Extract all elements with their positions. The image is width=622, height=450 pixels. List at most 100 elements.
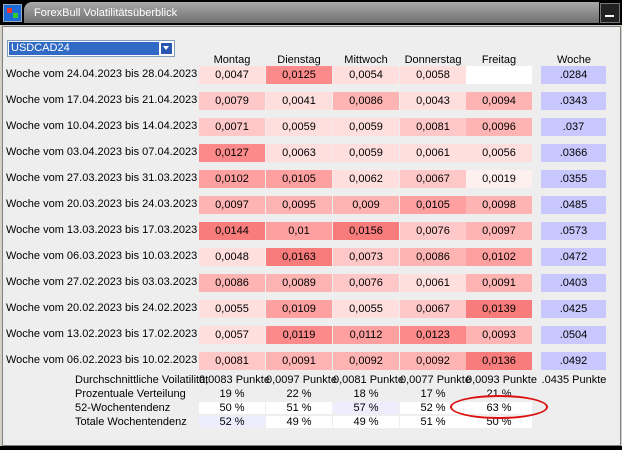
volatility-cell: 0,0057 — [199, 326, 265, 344]
minimize-button[interactable] — [600, 3, 620, 23]
week-total-cell: .037 — [541, 118, 606, 136]
week-total-cell: .0485 — [541, 196, 606, 214]
volatility-cell: 0,0067 — [400, 300, 466, 318]
symbol-dropdown[interactable]: USDCAD24 — [7, 40, 175, 57]
volatility-cell: 0,0041 — [266, 92, 332, 110]
week-row-label: Woche vom 03.04.2023 bis 07.04.2023 — [6, 146, 198, 158]
trend-52-weeks-value: 52 % — [400, 402, 466, 414]
week-total-cell: .0343 — [541, 92, 606, 110]
percent-distribution-label: Prozentuale Verteilung — [75, 388, 186, 400]
volatility-cell: 0,0076 — [333, 274, 399, 292]
volatility-cell: 0,0092 — [400, 352, 466, 370]
volatility-cell: 0,0102 — [199, 170, 265, 188]
week-row-label: Woche vom 06.03.2023 bis 10.03.2023 — [6, 250, 198, 262]
volatility-cell: 0,0086 — [333, 92, 399, 110]
bottom-border — [0, 446, 622, 450]
total-weekly-trend-value: 52 % — [199, 416, 265, 428]
volatility-cell: 0,0086 — [400, 248, 466, 266]
percent-distribution-value: 22 % — [286, 388, 312, 400]
week-total-cell: .0492 — [541, 352, 606, 370]
volatility-cell: 0,0059 — [266, 118, 332, 136]
chevron-down-icon[interactable] — [160, 42, 173, 55]
total-weekly-trend-value: 50 % — [466, 416, 532, 428]
volatility-cell: 0,0048 — [199, 248, 265, 266]
volatility-cell: 0,0054 — [333, 66, 399, 84]
volatility-cell: 0,0043 — [400, 92, 466, 110]
week-total-cell: .0284 — [541, 66, 606, 84]
volatility-cell: 0,0081 — [400, 118, 466, 136]
volatility-cell: 0,0123 — [400, 326, 466, 344]
volatility-cell: 0,0091 — [266, 352, 332, 370]
volatility-cell: 0,0139 — [466, 300, 532, 318]
percent-distribution-value: 19 % — [219, 388, 245, 400]
week-row-label: Woche vom 10.04.2023 bis 14.04.2023 — [6, 120, 198, 132]
volatility-cell: 0,0086 — [199, 274, 265, 292]
app-icon[interactable] — [3, 4, 22, 22]
percent-distribution-value: 18 % — [353, 388, 379, 400]
volatility-cell: 0,0019 — [466, 170, 532, 188]
volatility-cell: 0,0047 — [199, 66, 265, 84]
volatility-cell: 0,0073 — [333, 248, 399, 266]
volatility-cell: 0,0125 — [266, 66, 332, 84]
volatility-cell — [466, 66, 532, 84]
week-row-label: Woche vom 17.04.2023 bis 21.04.2023 — [6, 94, 198, 106]
week-row-label: Woche vom 27.03.2023 bis 31.03.2023 — [6, 172, 198, 184]
column-header: Donnerstag — [404, 54, 462, 66]
window-title: ForexBull Volatilitätsüberblick — [34, 7, 178, 19]
week-total-cell: .0355 — [541, 170, 606, 188]
volatility-cell: 0,0067 — [400, 170, 466, 188]
volatility-cell: 0,0105 — [400, 196, 466, 214]
volatility-cell: 0,0105 — [266, 170, 332, 188]
volatility-cell: 0,0063 — [266, 144, 332, 162]
average-volatility-value: 0,0083 Punkte — [199, 374, 270, 386]
volatility-cell: 0,0112 — [333, 326, 399, 344]
volatility-cell: 0,0091 — [466, 274, 532, 292]
highlight-ellipse — [450, 395, 548, 419]
week-total-cell: .0472 — [541, 248, 606, 266]
week-row-label: Woche vom 06.02.2023 bis 10.02.2023 — [6, 354, 198, 366]
volatility-cell: 0,0109 — [266, 300, 332, 318]
average-volatility-value: 0,0093 Punkte — [466, 374, 537, 386]
average-volatility-value: 0,0081 Punkte — [333, 374, 404, 386]
volatility-cell: 0,0059 — [333, 118, 399, 136]
week-row-label: Woche vom 27.02.2023 bis 03.03.2023 — [6, 276, 198, 288]
trend-52-weeks-value: 57 % — [333, 402, 399, 414]
trend-52-weeks-label: 52-Wochentendenz — [75, 402, 171, 414]
volatility-cell: 0,0079 — [199, 92, 265, 110]
volatility-cell: 0,0163 — [266, 248, 332, 266]
column-header: Dienstag — [277, 54, 321, 66]
volatility-cell: 0,0098 — [466, 196, 532, 214]
symbol-selected: USDCAD24 — [9, 42, 159, 55]
volatility-cell: 0,0089 — [266, 274, 332, 292]
volatility-cell: 0,0136 — [466, 352, 532, 370]
volatility-cell: 0,0156 — [333, 222, 399, 240]
volatility-cell: 0,0061 — [400, 144, 466, 162]
column-header: Woche — [556, 54, 592, 66]
volatility-cell: 0,0061 — [400, 274, 466, 292]
trend-52-weeks-value: 51 % — [266, 402, 332, 414]
total-weekly-trend-value: 49 % — [333, 416, 399, 428]
column-header: Mittwoch — [344, 54, 388, 66]
volatility-cell: 0,0127 — [199, 144, 265, 162]
title-tab — [24, 2, 599, 23]
volatility-cell: 0,0081 — [199, 352, 265, 370]
volatility-cell: 0,0119 — [266, 326, 332, 344]
volatility-cell: 0,0093 — [466, 326, 532, 344]
week-row-label: Woche vom 20.03.2023 bis 24.03.2023 — [6, 198, 198, 210]
volatility-cell: 0,01 — [266, 222, 332, 240]
volatility-cell: 0,0096 — [466, 118, 532, 136]
volatility-cell: 0,0059 — [333, 144, 399, 162]
week-row-label: Woche vom 24.04.2023 bis 28.04.2023 — [6, 68, 198, 80]
volatility-cell: 0,0055 — [333, 300, 399, 318]
volatility-cell: 0,0058 — [400, 66, 466, 84]
week-row-label: Woche vom 20.02.2023 bis 24.02.2023 — [6, 302, 198, 314]
week-row-label: Woche vom 13.03.2023 bis 17.03.2023 — [6, 224, 198, 236]
column-header: Freitag — [481, 54, 517, 66]
volatility-cell: 0,0095 — [266, 196, 332, 214]
volatility-cell: 0,0055 — [199, 300, 265, 318]
trend-52-weeks-value: 50 % — [199, 402, 265, 414]
total-weekly-trend-value: 49 % — [266, 416, 332, 428]
week-total-cell: .0504 — [541, 326, 606, 344]
week-row-label: Woche vom 13.02.2023 bis 17.02.2023 — [6, 328, 198, 340]
